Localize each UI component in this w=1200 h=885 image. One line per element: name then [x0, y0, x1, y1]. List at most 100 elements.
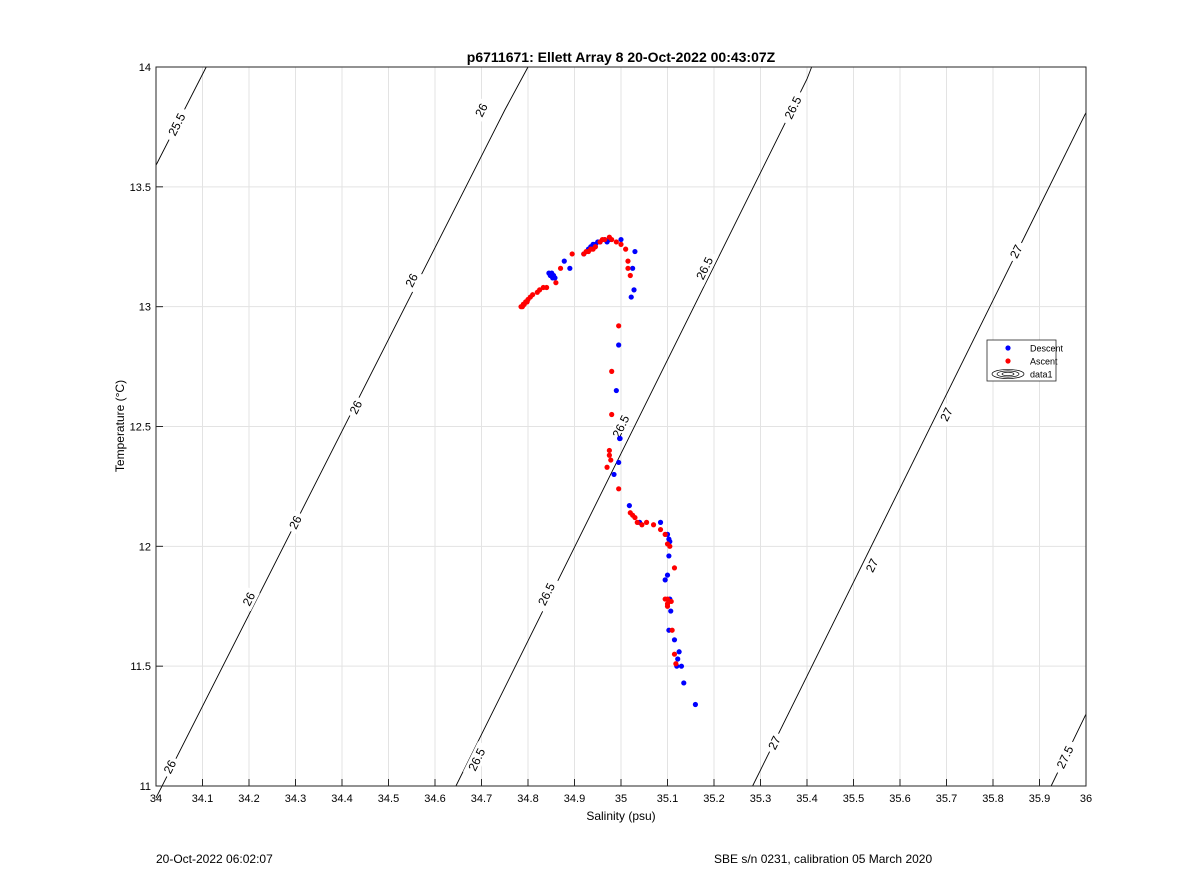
contour-label-bg [607, 408, 635, 445]
data-point-ascent [639, 522, 645, 528]
data-point-ascent [671, 651, 678, 657]
x-axis-ticks: 34 34.1 34.2 34.3 34.4 34.5 34.6 34.7 34.8 34.9 35… [150, 779, 1092, 805]
y-tick-label: 13 [139, 302, 151, 314]
data-point-ascent [664, 603, 671, 609]
data-point-descent [616, 459, 622, 466]
y-axis-ticks: 11 11.5 12 12.5 13 13.5 14 [130, 62, 163, 793]
data-point-ascent [643, 519, 650, 525]
data-point-descent [631, 287, 637, 293]
footer-timestamp: 20-Oct-2022 06:02:07 [156, 852, 273, 866]
data-point-descent [632, 248, 638, 255]
x-tick-label: 34.8 [517, 793, 538, 805]
data-point-descent [618, 236, 624, 243]
data-point-descent [617, 435, 623, 442]
legend-contour-icon [991, 369, 1025, 379]
data-point-descent [611, 471, 617, 478]
contour-label-bg [345, 395, 367, 420]
x-tick-label: 35.2 [703, 793, 724, 805]
x-tick-label: 34.9 [564, 793, 585, 805]
data-point-ascent [673, 661, 679, 667]
contour-label: 26 [286, 513, 305, 532]
legend-contour-icon [996, 370, 1020, 378]
data-point-descent [681, 680, 687, 686]
contour-line [155, 66, 529, 799]
data-point-ascent [537, 287, 543, 293]
data-point-ascent [606, 447, 612, 454]
legend-label: Descent [1030, 344, 1064, 354]
data-point-descent [678, 663, 685, 669]
x-tick-label: 35.8 [982, 793, 1003, 805]
x-tick-label: 34.1 [192, 793, 213, 805]
data-point-ascent [557, 265, 564, 271]
contour-label-bg [935, 402, 958, 427]
x-tick-label: 35.5 [843, 793, 864, 805]
contour-label: 26 [472, 101, 491, 120]
contour-label-bg [779, 89, 807, 127]
data-point-descent [668, 608, 674, 614]
legend-label: Ascent [1030, 357, 1058, 367]
legend-box [986, 339, 1057, 382]
x-tick-label: 35 [615, 793, 627, 805]
contour-label-bg [284, 510, 307, 535]
data-point-descent [692, 701, 699, 708]
data-point-ascent [530, 292, 536, 298]
data-point-ascent [623, 246, 629, 252]
y-axis-label: Temperature (°C) [113, 380, 127, 472]
x-tick-label: 34.5 [378, 793, 399, 805]
x-tick-label: 34.4 [331, 793, 352, 805]
contour-label: 27 [1007, 242, 1026, 260]
legend-label: data1 [1030, 370, 1053, 380]
data-point-ascent [625, 265, 631, 271]
data-point-descent [630, 265, 636, 271]
data-point-ascent [668, 598, 674, 605]
contour-label-bg [463, 741, 491, 778]
data-point-ascent [613, 239, 619, 245]
data-point-ascent [569, 251, 575, 257]
contour-label-bg [162, 106, 191, 143]
data-point-ascent [608, 457, 614, 463]
x-tick-label: 34 [150, 793, 162, 805]
data-point-ascent [669, 627, 675, 633]
data-point-ascent [632, 514, 638, 521]
contour-label: 26 [240, 590, 259, 609]
contour-line [752, 112, 1087, 787]
data-point-ascent [657, 526, 664, 533]
x-tick-label: 35.4 [796, 793, 817, 805]
data-point-ascent [671, 565, 678, 571]
data-point-ascent [553, 280, 559, 286]
legend-marker [1005, 358, 1011, 364]
data-point-descent [616, 342, 622, 348]
legend-marker [1005, 345, 1011, 351]
contour-label-bg [532, 575, 561, 613]
data-point-ascent [662, 531, 668, 537]
data-point-ascent [616, 486, 622, 492]
x-tick-label: 36 [1080, 793, 1092, 805]
data-point-descent [662, 577, 668, 583]
contour-label: 27 [937, 405, 956, 423]
x-tick-label: 34.7 [471, 793, 492, 805]
x-tick-label: 34.3 [285, 793, 306, 805]
contour-label: 27 [863, 556, 882, 574]
contour-label-bg [470, 98, 493, 123]
data-point-ascent [602, 236, 608, 243]
data-point-descent [628, 294, 634, 300]
contour-label-bg [763, 730, 786, 755]
contour-label-bg [1005, 239, 1027, 264]
y-tick-label: 13.5 [130, 182, 151, 194]
data-point-descent [552, 275, 558, 281]
data-point-ascent [662, 596, 668, 602]
data-point-ascent [634, 519, 640, 525]
data-point-ascent [627, 272, 633, 279]
contour-label-bg [159, 754, 181, 779]
data-point-descent [664, 572, 671, 578]
data-point-ascent [616, 323, 622, 329]
contour-line [455, 66, 813, 787]
legend: Descent Ascent data1 [986, 339, 1064, 382]
y-tick-label: 11.5 [130, 661, 151, 673]
data-point-descent [613, 387, 619, 394]
data-point-descent [666, 553, 672, 559]
contour-label: 27 [765, 733, 784, 751]
x-tick-label: 34.6 [424, 793, 445, 805]
contour-label: 26 [402, 271, 421, 290]
